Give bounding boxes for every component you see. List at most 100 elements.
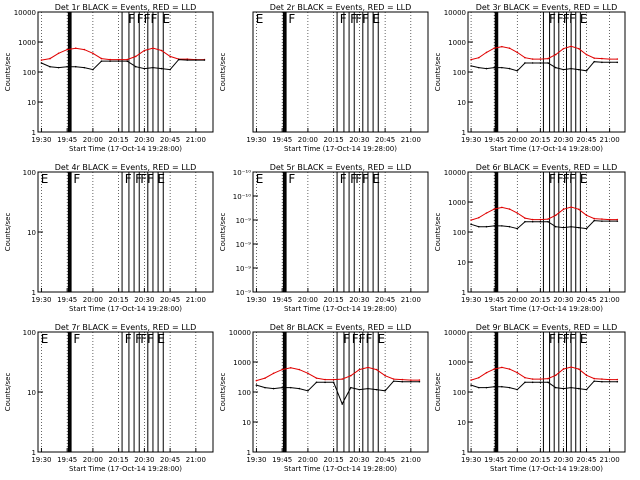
events-point — [255, 384, 258, 386]
x-tick-label: 19:30 — [246, 136, 266, 144]
flag-label: F — [362, 12, 369, 26]
events-point — [401, 380, 404, 383]
x-tick-label: 20:45 — [160, 456, 180, 464]
lld-point — [554, 374, 557, 377]
x-tick-label: 20:00 — [298, 456, 318, 464]
lld-point — [562, 47, 565, 50]
panel-det-1: 19:30 19:45 20:00 20:15 20:30 20:45 21:00 1 10 10… — [4, 3, 214, 153]
x-tick-label: 20:00 — [83, 456, 103, 464]
lld-point — [593, 377, 596, 380]
x-tick-label: 21:00 — [401, 136, 421, 144]
flag-label: E — [157, 172, 165, 186]
y-tick-label: 10000 — [444, 9, 466, 17]
events-point — [601, 380, 603, 383]
events-point — [501, 66, 503, 69]
events-series-line — [41, 59, 205, 71]
y-axis-label: Counts/sec — [4, 53, 12, 92]
x-tick-label: 20:15 — [109, 296, 129, 304]
x-tick-label: 20:15 — [109, 456, 129, 464]
x-tick-label: 19:30 — [31, 136, 51, 144]
lld-point — [83, 48, 86, 51]
events-point — [578, 387, 580, 390]
lld-point — [332, 378, 335, 381]
flag-label: F — [340, 172, 347, 186]
x-axis-label: Start Time (17-Oct-14 19:28:00) — [284, 145, 397, 153]
lld-point — [547, 57, 549, 60]
y-tick-label: 10⁻¹⁰ — [233, 169, 251, 177]
plot-frame — [467, 331, 626, 453]
flag-label: F — [549, 172, 556, 186]
flag-label: F — [147, 172, 154, 186]
events-point — [593, 380, 596, 382]
y-tick-label: 100 — [23, 329, 36, 337]
x-tick-label: 19:45 — [57, 456, 77, 464]
x-tick-label: 19:30 — [246, 456, 266, 464]
lld-point — [608, 378, 611, 381]
x-tick-label: 19:45 — [484, 296, 504, 304]
x-tick-label: 20:45 — [160, 136, 180, 144]
x-tick-label: 20:15 — [109, 136, 129, 144]
lld-point — [289, 367, 292, 369]
flag-label: F — [569, 332, 576, 346]
events-point — [477, 225, 480, 228]
flag-label: F — [340, 12, 347, 26]
y-tick-label: 1 — [462, 129, 466, 137]
y-tick-label: 10⁻¹⁰ — [233, 193, 251, 201]
x-tick-label: 19:45 — [57, 296, 77, 304]
plot-frame — [37, 331, 214, 453]
panel-title: Det 7r BLACK = Events, RED = LLD — [55, 323, 197, 332]
events-point — [418, 380, 421, 383]
x-tick-label: 20:15 — [530, 456, 550, 464]
lld-point — [524, 217, 526, 219]
x-tick-label: 20:30 — [553, 456, 573, 464]
lld-point — [272, 372, 275, 375]
events-point — [134, 65, 137, 68]
lld-point — [40, 59, 43, 61]
x-tick-label: 19:45 — [484, 136, 504, 144]
x-axis-label: Start Time (17-Oct-14 19:28:00) — [69, 465, 182, 473]
lld-point — [539, 218, 542, 221]
x-tick-label: 20:15 — [530, 136, 550, 144]
flag-label: F — [563, 12, 570, 26]
events-point — [49, 65, 51, 68]
x-tick-label: 20:30 — [553, 296, 573, 304]
events-point — [585, 227, 588, 230]
plot-frame — [37, 171, 214, 293]
lld-point — [66, 48, 68, 51]
x-tick-label: 19:30 — [246, 296, 266, 304]
flag-label: F — [563, 332, 570, 346]
events-point — [341, 403, 344, 405]
flag-label: F — [140, 332, 147, 346]
lld-point — [470, 219, 472, 221]
events-point — [508, 67, 511, 70]
events-point — [169, 68, 171, 71]
events-point — [562, 68, 565, 71]
y-tick-label: 1 — [247, 449, 251, 457]
y-tick-label: 10⁻⁹ — [236, 241, 252, 249]
lld-point — [593, 57, 596, 59]
panel-title: Det 1r BLACK = Events, RED = LLD — [55, 3, 197, 12]
plot-frame — [37, 11, 214, 133]
lld-point — [392, 378, 395, 380]
x-axis-label: Start Time (17-Oct-14 19:28:00) — [69, 145, 182, 153]
x-tick-label: 19:30 — [461, 296, 481, 304]
x-tick-label: 21:00 — [186, 136, 206, 144]
lld-point — [501, 366, 503, 369]
x-tick-label: 19:30 — [461, 136, 481, 144]
events-point — [470, 384, 472, 386]
events-point — [616, 61, 619, 64]
y-tick-label: 100 — [453, 389, 466, 397]
events-point — [485, 67, 488, 70]
lld-point — [524, 56, 526, 59]
flag-label: E — [580, 172, 588, 186]
flag-label: E — [580, 12, 588, 26]
x-axis-label: Start Time (17-Oct-14 19:28:00) — [490, 305, 603, 313]
y-axis-label: Counts/sec — [4, 373, 12, 412]
x-tick-label: 20:45 — [576, 296, 596, 304]
y-tick-label: 1 — [462, 449, 466, 457]
events-point — [585, 388, 588, 391]
events-point — [516, 227, 519, 230]
lld-point — [608, 58, 611, 60]
lld-point — [485, 371, 488, 374]
plot-frame — [252, 331, 429, 453]
